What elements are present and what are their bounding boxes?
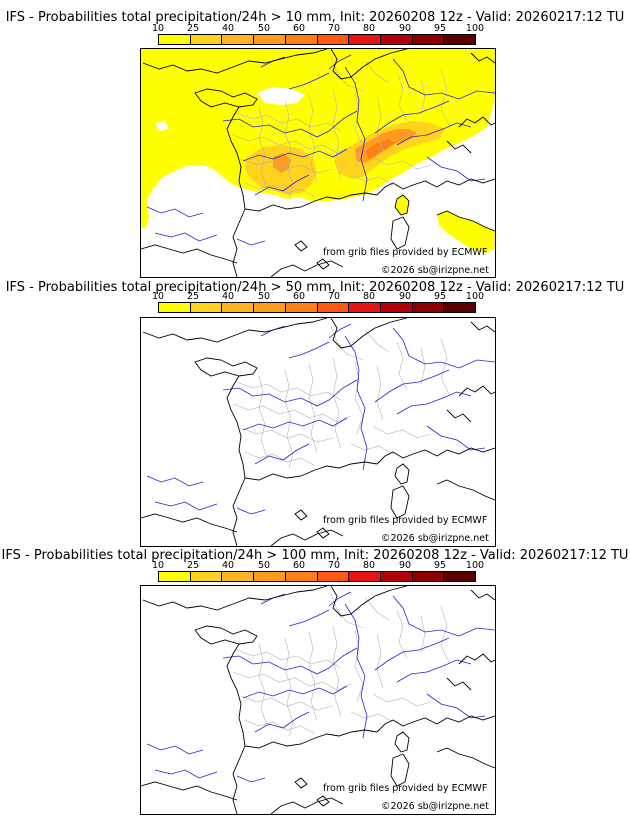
scale-label: 100	[465, 560, 485, 571]
scale-label: 70	[327, 560, 341, 571]
panel-3-copyright: ©2026 sb@irizpne.net	[381, 801, 489, 812]
scale-color-bin	[349, 572, 381, 581]
panel-3-source-credit: from grib files provided by ECMWF	[323, 783, 488, 794]
scale-color-bin	[412, 35, 445, 44]
scale-label: 25	[186, 23, 200, 34]
precip-area-yellow	[395, 195, 409, 215]
scale-color-bin	[380, 35, 413, 44]
panel-1-map-canvas	[141, 49, 495, 277]
scale-label: 80	[362, 291, 376, 302]
panel-1-title: IFS - Probabilities total precipitation/…	[5, 10, 625, 25]
scale-color-bin	[317, 572, 350, 581]
panel-3-title: IFS - Probabilities total precipitation/…	[1, 548, 629, 563]
scale-color-bin	[222, 572, 255, 581]
scale-color-bin	[317, 35, 350, 44]
scale-color-bin	[190, 572, 223, 581]
panel-2-color-scale: 10 25 40 50 60 70 80 90 95 100	[152, 291, 484, 319]
panel-2-map-canvas	[141, 318, 495, 546]
scale-label: 90	[398, 291, 412, 302]
scale-color-bin	[444, 572, 476, 581]
panel-2-scale-labels: 10 25 40 50 60 70 80 90 95 100	[152, 291, 484, 302]
scale-label: 95	[433, 291, 447, 302]
scale-color-bin	[412, 572, 445, 581]
scale-color-bin	[190, 35, 223, 44]
scale-color-bin	[285, 572, 318, 581]
scale-label: 25	[186, 560, 200, 571]
scale-label: 60	[292, 560, 306, 571]
precip-area-yellow	[437, 211, 495, 253]
scale-color-bin	[159, 303, 191, 312]
scale-color-bin	[444, 303, 476, 312]
scale-label: 100	[465, 291, 485, 302]
scale-color-bin	[412, 303, 445, 312]
precip-area-red	[273, 153, 291, 173]
panel-2-scale-bar	[158, 302, 476, 313]
scale-label: 10	[151, 291, 165, 302]
scale-color-bin	[349, 303, 381, 312]
precip-area-red	[365, 139, 395, 159]
panel-2-source-credit: from grib files provided by ECMWF	[323, 515, 488, 526]
scale-color-bin	[254, 303, 286, 312]
panel-3-map: from grib files provided by ECMWF ©2026 …	[140, 585, 496, 815]
scale-label: 70	[327, 23, 341, 34]
scale-color-bin	[222, 35, 255, 44]
panel-2-map: from grib files provided by ECMWF ©2026 …	[140, 317, 496, 547]
panel-3-map-canvas	[141, 586, 495, 814]
scale-label: 100	[465, 23, 485, 34]
scale-label: 60	[292, 291, 306, 302]
scale-color-bin	[380, 303, 413, 312]
precip-gap-white	[155, 121, 169, 131]
panel-1-color-scale: 10 25 40 50 60 70 80 90 95 100	[152, 23, 484, 51]
scale-color-bin	[254, 35, 286, 44]
scale-color-bin	[222, 303, 255, 312]
scale-label: 50	[257, 23, 271, 34]
panel-1-map: from grib files provided by ECMWF ©2026 …	[140, 48, 496, 278]
panel-3-scale-labels: 10 25 40 50 60 70 80 90 95 100	[152, 560, 484, 571]
scale-color-bin	[159, 35, 191, 44]
scale-label: 10	[151, 560, 165, 571]
scale-label: 90	[398, 560, 412, 571]
scale-label: 40	[221, 23, 235, 34]
scale-label: 40	[221, 291, 235, 302]
scale-label: 10	[151, 23, 165, 34]
scale-label: 25	[186, 291, 200, 302]
scale-label: 80	[362, 560, 376, 571]
panel-1-copyright: ©2026 sb@irizpne.net	[381, 265, 489, 276]
panel-1-scale-bar	[158, 34, 476, 45]
scale-color-bin	[285, 303, 318, 312]
precip-gap-white	[257, 87, 305, 105]
scale-color-bin	[349, 35, 381, 44]
scale-label: 50	[257, 560, 271, 571]
precip-area-yellow	[141, 49, 495, 229]
scale-label: 40	[221, 560, 235, 571]
scale-label: 60	[292, 23, 306, 34]
scale-color-bin	[317, 303, 350, 312]
scale-color-bin	[190, 303, 223, 312]
scale-color-bin	[285, 35, 318, 44]
panel-2-title: IFS - Probabilities total precipitation/…	[5, 280, 625, 295]
scale-color-bin	[444, 35, 476, 44]
scale-label: 90	[398, 23, 412, 34]
scale-label: 50	[257, 291, 271, 302]
panel-3-scale-bar	[158, 571, 476, 582]
scale-label: 95	[433, 23, 447, 34]
scale-color-bin	[254, 572, 286, 581]
panel-2-copyright: ©2026 sb@irizpne.net	[381, 533, 489, 544]
scale-label: 70	[327, 291, 341, 302]
scale-label: 80	[362, 23, 376, 34]
panel-3-color-scale: 10 25 40 50 60 70 80 90 95 100	[152, 560, 484, 588]
panel-1-source-credit: from grib files provided by ECMWF	[323, 247, 488, 258]
scale-color-bin	[159, 572, 191, 581]
scale-label: 95	[433, 560, 447, 571]
panel-1-scale-labels: 10 25 40 50 60 70 80 90 95 100	[152, 23, 484, 34]
scale-color-bin	[380, 572, 413, 581]
